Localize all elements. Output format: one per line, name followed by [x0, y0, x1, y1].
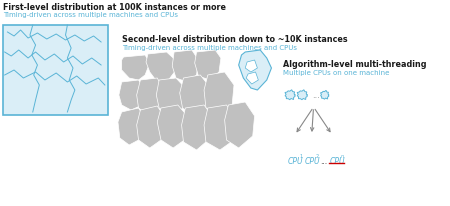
Text: Algorithm-level multi-threading: Algorithm-level multi-threading: [283, 60, 426, 69]
Polygon shape: [297, 90, 307, 100]
Text: Timing-driven across multiple machines and CPUs: Timing-driven across multiple machines a…: [3, 12, 178, 18]
Polygon shape: [238, 50, 271, 90]
Text: Second-level distribution down to ~10K instances: Second-level distribution down to ~10K i…: [122, 35, 347, 44]
Polygon shape: [137, 78, 164, 115]
Polygon shape: [204, 72, 234, 115]
Text: 2: 2: [316, 154, 319, 159]
Polygon shape: [285, 90, 295, 100]
Polygon shape: [118, 108, 146, 145]
Polygon shape: [157, 105, 189, 148]
Text: First-level distribution at 100K instances or more: First-level distribution at 100K instanc…: [3, 3, 226, 12]
Polygon shape: [195, 50, 221, 80]
Text: CPU: CPU: [288, 157, 303, 166]
Text: Timing-driven across multiple machines and CPUs: Timing-driven across multiple machines a…: [122, 45, 297, 51]
Polygon shape: [225, 102, 255, 148]
Polygon shape: [122, 55, 150, 80]
Polygon shape: [246, 72, 258, 84]
Polygon shape: [245, 60, 257, 72]
Polygon shape: [172, 50, 198, 82]
Polygon shape: [180, 75, 211, 118]
Text: Multiple CPUs on one machine: Multiple CPUs on one machine: [283, 70, 389, 76]
Text: n: n: [341, 154, 344, 159]
Text: ...: ...: [320, 157, 327, 166]
Polygon shape: [320, 90, 329, 99]
Polygon shape: [119, 80, 145, 110]
Polygon shape: [182, 105, 213, 150]
Text: ...: ...: [313, 91, 320, 100]
Polygon shape: [137, 106, 166, 148]
Polygon shape: [146, 52, 176, 82]
Polygon shape: [156, 78, 185, 115]
Text: CPU: CPU: [304, 157, 320, 166]
Polygon shape: [204, 105, 236, 150]
Bar: [3, 25, 108, 115]
Text: CPU: CPU: [329, 157, 345, 166]
Text: 1: 1: [299, 154, 302, 159]
